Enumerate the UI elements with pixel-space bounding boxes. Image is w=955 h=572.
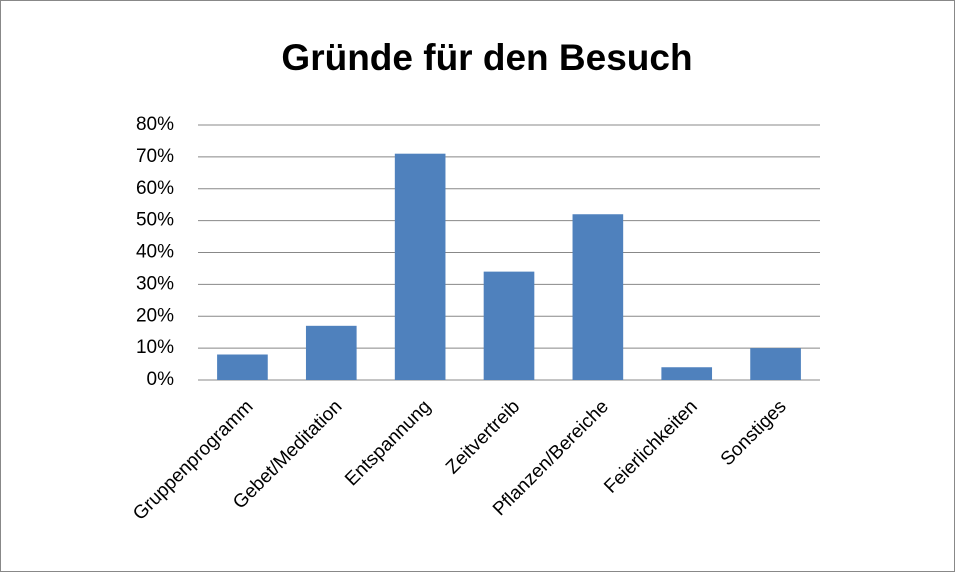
bar [394,153,446,380]
bar [572,214,624,380]
chart-title: Gründe für den Besuch [281,37,692,78]
bar [305,325,357,380]
y-tick-label: 80% [136,114,174,135]
bar [750,348,801,380]
y-tick-label: 50% [136,210,174,231]
y-tick-label: 30% [136,273,174,294]
bar [483,271,535,380]
bar [661,367,713,380]
bar [217,354,268,380]
y-tick-label: 70% [136,146,174,167]
y-tick-label: 10% [136,337,174,358]
y-tick-label: 0% [147,369,175,390]
y-tick-label: 20% [136,305,174,326]
y-tick-label: 60% [136,178,174,199]
y-tick-label: 40% [136,242,174,263]
